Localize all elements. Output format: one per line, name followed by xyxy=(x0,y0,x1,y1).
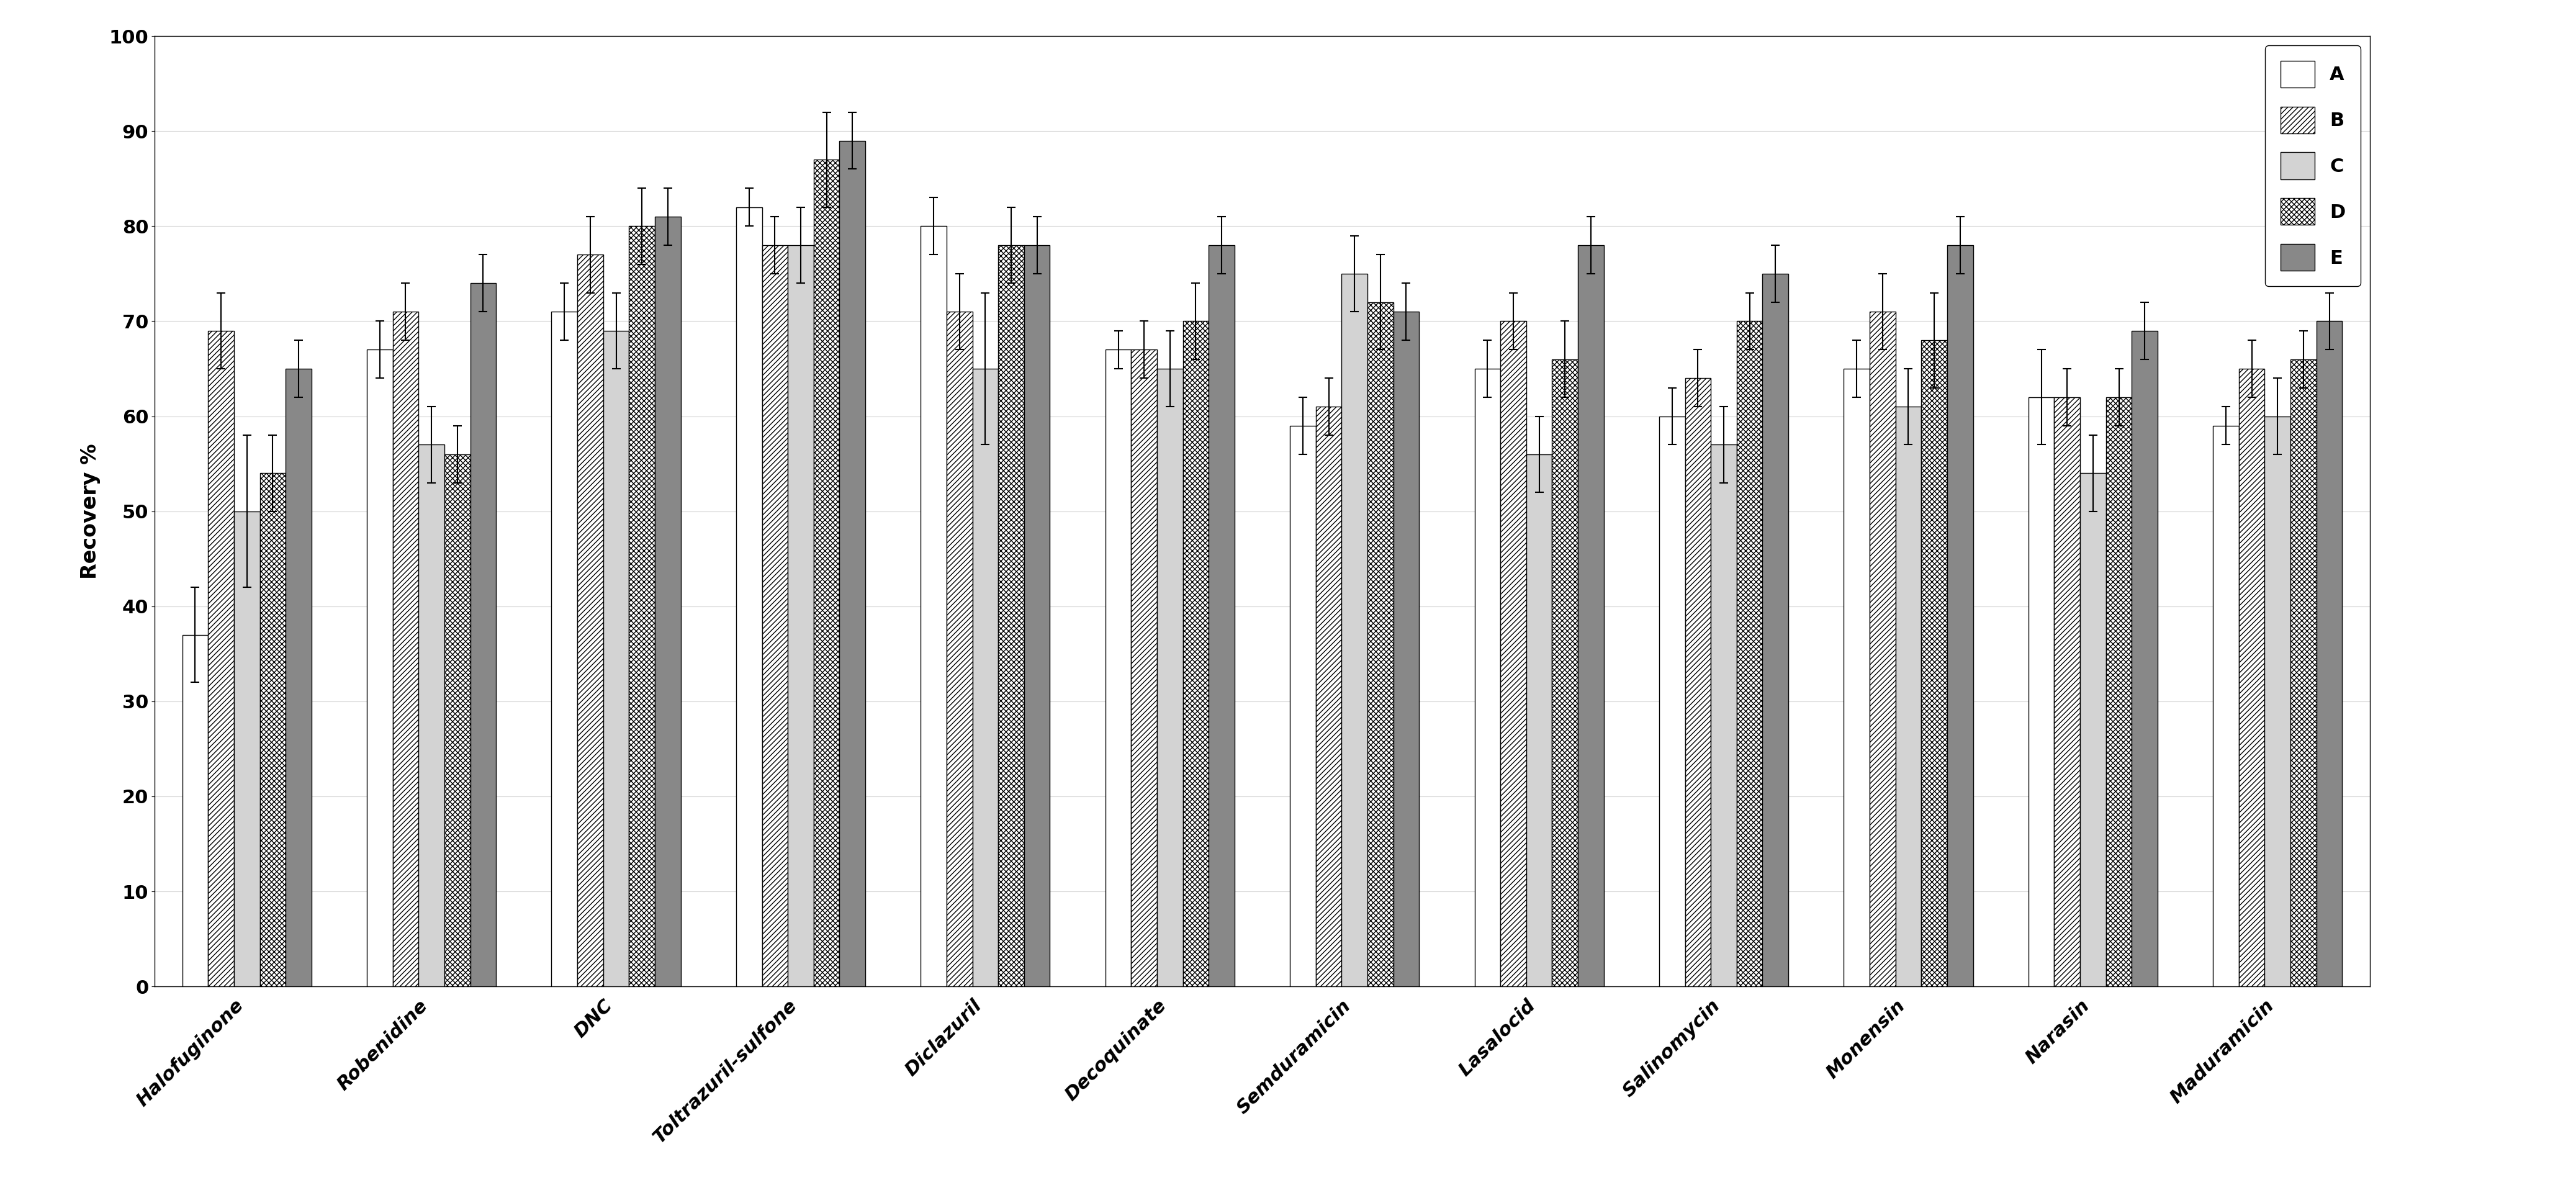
Bar xyxy=(629,226,654,986)
Bar xyxy=(1922,340,1947,986)
Bar xyxy=(1736,321,1762,986)
Bar xyxy=(577,255,603,986)
Bar xyxy=(1157,369,1182,986)
Bar xyxy=(788,245,814,986)
Bar xyxy=(2239,369,2264,986)
Bar xyxy=(366,350,392,986)
Bar xyxy=(1553,360,1579,986)
Bar xyxy=(471,283,497,986)
Bar xyxy=(1896,407,1922,986)
Bar xyxy=(2290,360,2316,986)
Bar xyxy=(286,369,312,986)
Bar xyxy=(1131,350,1157,986)
Bar xyxy=(920,226,945,986)
Bar xyxy=(1947,245,1973,986)
Bar xyxy=(1844,369,1870,986)
Bar xyxy=(1291,426,1316,986)
Bar xyxy=(2213,426,2239,986)
Bar xyxy=(840,141,866,986)
Bar xyxy=(2264,416,2290,986)
Bar xyxy=(1762,274,1788,986)
Bar xyxy=(2079,473,2107,986)
Bar xyxy=(2027,397,2053,986)
Bar xyxy=(1105,350,1131,986)
Bar xyxy=(183,635,209,986)
Bar xyxy=(234,511,260,986)
Bar xyxy=(1316,407,1342,986)
Bar xyxy=(417,445,446,986)
Bar xyxy=(2133,331,2159,986)
Bar xyxy=(1579,245,1605,986)
Bar xyxy=(2107,397,2133,986)
Bar xyxy=(999,245,1025,986)
Bar xyxy=(1473,369,1499,986)
Bar xyxy=(971,369,999,986)
Bar xyxy=(551,312,577,986)
Bar xyxy=(1342,274,1368,986)
Bar xyxy=(1870,312,1896,986)
Bar xyxy=(1208,245,1234,986)
Bar xyxy=(1182,321,1208,986)
Bar xyxy=(945,312,971,986)
Bar xyxy=(1685,378,1710,986)
Bar xyxy=(2053,397,2079,986)
Bar xyxy=(762,245,788,986)
Y-axis label: Recovery %: Recovery % xyxy=(80,444,100,579)
Bar xyxy=(260,473,286,986)
Bar xyxy=(1025,245,1051,986)
Bar xyxy=(1368,302,1394,986)
Bar xyxy=(2316,321,2342,986)
Bar xyxy=(1710,445,1736,986)
Bar xyxy=(1525,455,1553,986)
Bar xyxy=(654,217,680,986)
Bar xyxy=(814,160,840,986)
Bar xyxy=(392,312,417,986)
Bar xyxy=(446,455,471,986)
Bar xyxy=(1499,321,1525,986)
Bar xyxy=(603,331,629,986)
Bar xyxy=(209,331,234,986)
Bar xyxy=(1394,312,1419,986)
Bar xyxy=(1659,416,1685,986)
Legend: A, B, C, D, E: A, B, C, D, E xyxy=(2264,46,2360,286)
Bar xyxy=(737,207,762,986)
